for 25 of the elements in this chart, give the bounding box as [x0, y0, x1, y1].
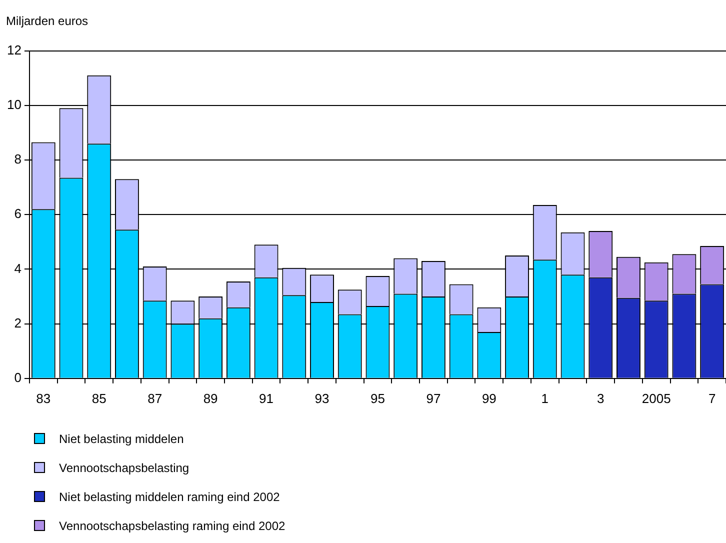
x-tick-label: 85 [92, 390, 106, 406]
legend-label: Niet belasting middelen raming eind 2002 [59, 490, 280, 504]
legend-label: Vennootschapsbelasting raming eind 2002 [59, 518, 286, 532]
x-tick-label: 2005 [642, 390, 671, 406]
y-tick-label: 10 [6, 96, 22, 112]
x-tick-label: 3 [597, 390, 604, 406]
y-tick-label: 12 [6, 42, 22, 58]
y-tick-label: 0 [14, 370, 22, 385]
x-tick-label: 7 [708, 390, 716, 406]
y-tick-label: 8 [14, 152, 22, 167]
legend-label: Vennootschapsbelasting [59, 460, 190, 474]
x-tick-label: 83 [36, 390, 51, 406]
x-tick-label: 91 [259, 390, 274, 406]
x-tick-label: 99 [482, 390, 496, 406]
y-tick-label: 4 [14, 260, 22, 276]
legend-label: Niet belasting middelen [59, 432, 184, 446]
x-tick-label: 93 [314, 390, 330, 406]
x-tick-label: 89 [203, 390, 218, 406]
y-tick-label: 6 [14, 206, 22, 222]
x-tick-label: 87 [148, 390, 162, 406]
y-tick-label: 2 [14, 315, 22, 330]
x-tick-label: 1 [541, 390, 549, 406]
y-axis-title: Miljarden euros [6, 14, 88, 28]
x-tick-label: 97 [426, 390, 441, 406]
x-tick-label: 95 [370, 390, 385, 406]
